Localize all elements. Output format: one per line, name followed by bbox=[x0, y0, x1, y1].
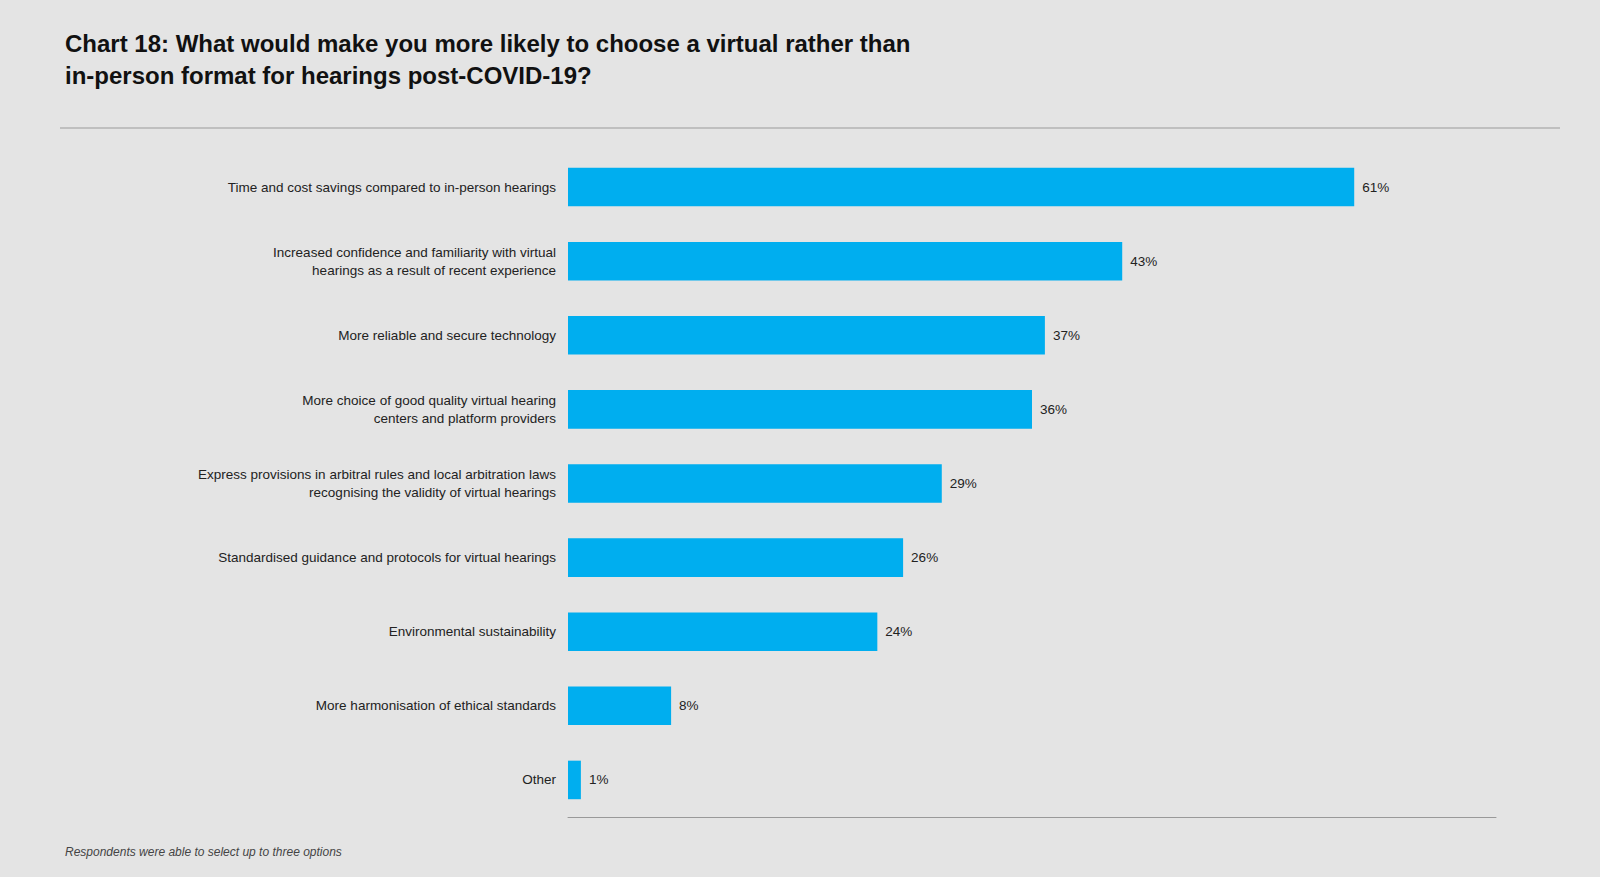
svg-text:8%: 8% bbox=[679, 698, 699, 713]
svg-text:24%: 24% bbox=[885, 624, 912, 639]
svg-text:36%: 36% bbox=[1040, 402, 1067, 417]
svg-text:61%: 61% bbox=[1362, 180, 1389, 195]
svg-text:Time and cost savings compared: Time and cost savings compared to in-per… bbox=[228, 180, 556, 195]
svg-text:Other: Other bbox=[522, 772, 556, 787]
svg-text:More reliable and secure techn: More reliable and secure technology bbox=[338, 328, 556, 343]
svg-text:More harmonisation of ethical: More harmonisation of ethical standards bbox=[316, 698, 556, 713]
svg-text:centers and platform providers: centers and platform providers bbox=[374, 411, 557, 426]
svg-text:More choice of good quality vi: More choice of good quality virtual hear… bbox=[302, 393, 556, 408]
svg-text:43%: 43% bbox=[1130, 254, 1157, 269]
svg-text:29%: 29% bbox=[950, 476, 977, 491]
svg-text:Express provisions in arbitral: Express provisions in arbitral rules and… bbox=[198, 467, 556, 482]
svg-text:26%: 26% bbox=[911, 550, 938, 565]
svg-text:Chart 18: What would make you: Chart 18: What would make you more likel… bbox=[65, 30, 911, 57]
svg-text:37%: 37% bbox=[1053, 328, 1080, 343]
svg-text:Environmental sustainability: Environmental sustainability bbox=[389, 624, 557, 639]
svg-text:hearings as a result of recent: hearings as a result of recent experienc… bbox=[312, 263, 556, 278]
svg-text:in-person format for hearings: in-person format for hearings post-COVID… bbox=[65, 62, 592, 89]
svg-text:1%: 1% bbox=[589, 772, 609, 787]
svg-text:Respondents were able to selec: Respondents were able to select up to th… bbox=[65, 845, 342, 859]
svg-text:Standardised guidance and prot: Standardised guidance and protocols for … bbox=[218, 550, 556, 565]
svg-text:recognising the validity of vi: recognising the validity of virtual hear… bbox=[309, 485, 556, 500]
svg-text:Increased confidence and famil: Increased confidence and familiarity wit… bbox=[273, 245, 556, 260]
